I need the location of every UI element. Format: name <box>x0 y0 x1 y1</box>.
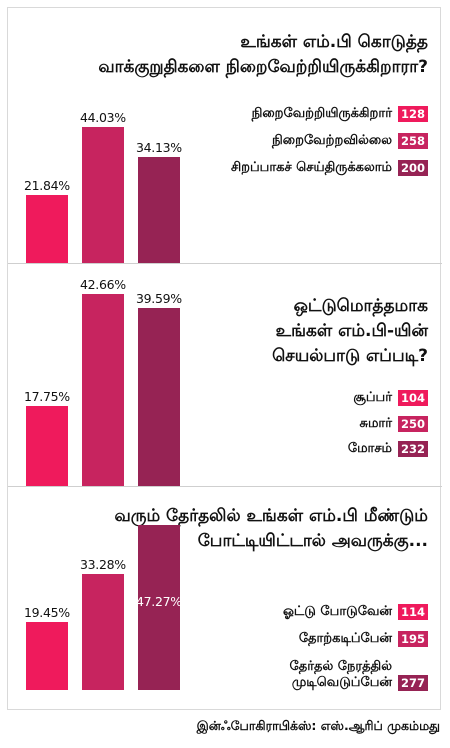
bar-value-label: 42.66% <box>80 277 126 293</box>
bar <box>82 126 124 263</box>
bar <box>26 195 68 263</box>
bar-value-label: 33.28% <box>80 556 126 572</box>
legend-item: சிறப்பாகச் செய்திருக்கலாம் 200 <box>231 158 428 178</box>
legend-count: 128 <box>398 106 428 122</box>
chart-panel-promises: உங்கள் எம்.பி கொடுத்த வாக்குறுதிகளை நிறை… <box>8 8 442 263</box>
chart-title: ஒட்டுமொத்தமாக உங்கள் எம்.பி-யின் செயல்பா… <box>272 296 428 366</box>
legend-count: 250 <box>398 416 428 432</box>
legend-item: நிறைவேற்றியிருக்கிறார் 128 <box>252 104 428 124</box>
legend-count: 258 <box>398 133 428 149</box>
legend-label: மோசம் <box>347 441 392 456</box>
legend-label: சிறப்பாகச் செய்திருக்கலாம் <box>230 160 392 175</box>
legend-label: சுமார் <box>359 416 392 431</box>
legend-count: 114 <box>398 604 428 620</box>
bar <box>82 294 124 486</box>
bar-value-label: 21.84% <box>24 178 70 194</box>
legend-label: தேர்தல் நேரத்தில் முடிவெடுப்பேன் <box>289 659 392 690</box>
section-divider <box>8 263 442 264</box>
legend-item: தோற்கடிப்பேன் 195 <box>299 629 428 649</box>
bar-value-label: 44.03% <box>80 109 126 125</box>
legend-label: நிறைவேற்றவில்லை <box>272 133 392 148</box>
infographic-frame <box>7 7 441 710</box>
bar <box>138 524 180 690</box>
bar <box>82 573 124 690</box>
bar-value-label: 19.45% <box>24 604 70 620</box>
chart-title: உங்கள் எம்.பி கொடுத்த வாக்குறுதிகளை நிறை… <box>98 32 428 77</box>
bar-value-label: 47.27% <box>136 594 182 610</box>
legend-label: தோற்கடிப்பேன் <box>298 631 392 646</box>
chart-panel-next-election: வரும் தேர்தலில் உங்கள் எம்.பி மீண்டும் ப… <box>8 487 442 709</box>
bar-value-label: 39.59% <box>136 290 182 306</box>
legend-count: 277 <box>398 675 428 691</box>
chart-title: வரும் தேர்தலில் உங்கள் எம்.பி மீண்டும் ப… <box>114 506 428 551</box>
legend-item: நிறைவேற்றவில்லை 258 <box>272 131 428 151</box>
bar <box>26 621 68 690</box>
legend-item: சுமார் 250 <box>359 414 428 434</box>
bar <box>138 157 180 263</box>
legend-item: ஓட்டு போடுவேன் 114 <box>283 602 428 622</box>
legend-count: 104 <box>398 390 428 406</box>
legend-count: 232 <box>398 441 428 457</box>
legend-label: ஓட்டு போடுவேன் <box>283 604 392 619</box>
chart-panel-performance: ஒட்டுமொத்தமாக உங்கள் எம்.பி-யின் செயல்பா… <box>8 264 442 486</box>
credit-line: இன்ஃபோகிராபிக்ஸ்: எஸ்.ஆரிப் முகம்மது <box>196 718 440 733</box>
bar-value-label: 34.13% <box>136 140 182 156</box>
legend-item: தேர்தல் நேரத்தில் முடிவெடுப்பேன் 277 <box>290 657 428 691</box>
legend-label: சூப்பர் <box>353 390 392 405</box>
legend-count: 195 <box>398 631 428 647</box>
legend-label: நிறைவேற்றியிருக்கிறார் <box>251 106 392 121</box>
legend-item: மோசம் 232 <box>348 439 428 459</box>
bar-value-label: 17.75% <box>24 389 70 405</box>
bar <box>26 406 68 486</box>
section-divider <box>8 486 442 487</box>
legend-count: 200 <box>398 160 428 176</box>
legend-item: சூப்பர் 104 <box>353 388 428 408</box>
bar <box>138 307 180 486</box>
